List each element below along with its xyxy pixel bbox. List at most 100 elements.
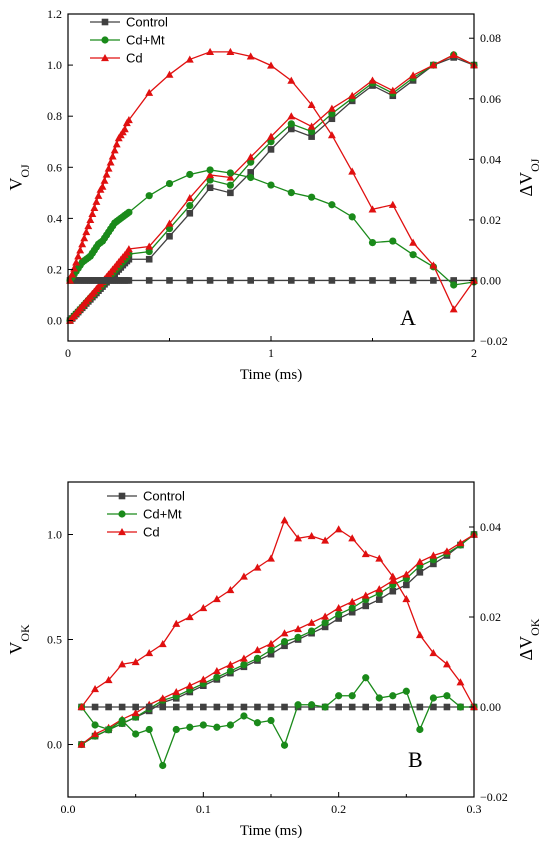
data-point (125, 208, 133, 216)
data-point (226, 586, 235, 594)
data-point (430, 560, 437, 568)
data-point (409, 251, 417, 259)
data-point (328, 110, 336, 118)
x-tick-label: 0.0 (61, 802, 76, 816)
data-point (328, 201, 336, 209)
y2-tick-label: −0.02 (480, 334, 508, 348)
data-point (281, 642, 288, 650)
data-point (334, 525, 343, 533)
data-point (159, 703, 167, 711)
data-point (254, 703, 261, 711)
data-point (456, 538, 465, 547)
data-point (247, 277, 254, 284)
data-point (443, 692, 451, 700)
data-point (172, 688, 181, 696)
data-point (348, 597, 357, 605)
data-point (416, 703, 424, 711)
y2-axis-label-sub: OK (528, 618, 542, 636)
data-point (287, 120, 295, 128)
data-point (226, 667, 234, 675)
data-point (158, 694, 167, 702)
data-point (308, 193, 316, 201)
legend: Control Cd+Mt Cd (90, 15, 168, 66)
data-point (90, 203, 99, 211)
data-point (206, 277, 214, 284)
data-point (206, 47, 215, 56)
data-point (328, 277, 336, 284)
data-point (253, 563, 262, 571)
data-point (105, 703, 112, 711)
y2-tick-label: −0.02 (480, 790, 508, 804)
data-point (102, 170, 111, 178)
data-point (68, 270, 77, 278)
data-point (348, 604, 356, 612)
data-point (253, 646, 262, 654)
data-point (267, 138, 275, 146)
data-point (389, 692, 397, 700)
data-point (213, 703, 221, 711)
data-point (247, 158, 255, 166)
y-tick-label: 1.0 (47, 58, 62, 72)
data-point (430, 703, 437, 711)
data-point (80, 234, 89, 242)
data-point (294, 701, 302, 709)
y-tick-label: 1.2 (47, 7, 62, 21)
data-point (240, 661, 248, 669)
data-point (294, 633, 302, 642)
data-point (267, 639, 275, 647)
data-point (172, 725, 180, 734)
data-point (165, 224, 174, 233)
data-point (186, 277, 194, 284)
y-axis-label: VOK (6, 624, 32, 655)
data-point (212, 595, 221, 603)
data-point (348, 91, 357, 99)
data-point (72, 258, 81, 266)
data-point (206, 166, 214, 174)
data-point (456, 678, 465, 686)
data-point (165, 219, 174, 227)
data-point (280, 516, 289, 524)
y2-tick-label: 0.00 (480, 700, 501, 714)
data-point (403, 703, 410, 711)
data-point (226, 721, 234, 729)
data-point (124, 245, 133, 253)
data-point (253, 654, 262, 663)
data-point (145, 277, 153, 284)
legend-entry: Cd (143, 525, 160, 540)
data-point (369, 277, 376, 284)
x-axis-label: Time (ms) (240, 823, 302, 839)
data-point (200, 703, 207, 711)
data-point (375, 694, 383, 702)
data-point (294, 625, 303, 633)
data-point (145, 88, 154, 96)
data-point (166, 277, 173, 284)
legend-entry: Control (143, 489, 185, 504)
data-point (335, 692, 343, 700)
data-point (247, 173, 255, 182)
data-point (362, 602, 370, 610)
data-point (206, 170, 215, 179)
data-point (77, 740, 86, 748)
data-point (212, 667, 221, 675)
data-point (308, 133, 315, 140)
data-point (388, 200, 397, 208)
legend-marker (101, 54, 109, 62)
data-point (415, 557, 424, 565)
data-point (375, 585, 384, 593)
data-point (159, 761, 167, 770)
y-tick-label: 0.8 (47, 109, 62, 123)
data-point (307, 532, 316, 540)
data-point (362, 674, 370, 682)
data-point (402, 570, 411, 578)
series-cd-v (66, 47, 478, 313)
data-point (247, 169, 254, 176)
data-point (105, 725, 113, 734)
data-point (375, 596, 383, 603)
data-point (368, 76, 377, 84)
data-point (206, 176, 214, 184)
data-point (185, 193, 194, 202)
data-point (450, 281, 458, 289)
y2-tick-label: 0.04 (480, 520, 501, 534)
data-point (112, 140, 121, 148)
data-point (429, 649, 438, 657)
